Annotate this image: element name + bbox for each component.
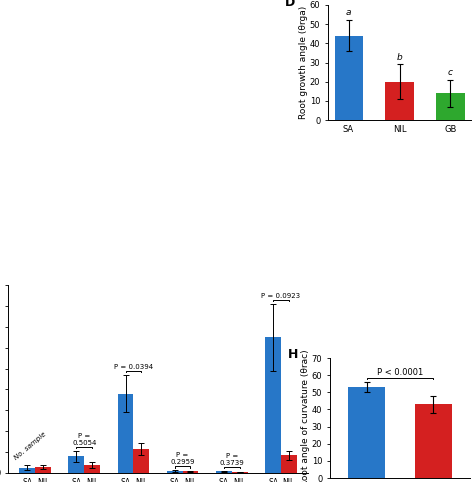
Bar xyxy=(118,394,133,473)
Bar xyxy=(19,468,35,473)
Bar xyxy=(167,471,182,473)
Y-axis label: Root growth angle (θrga): Root growth angle (θrga) xyxy=(300,6,309,119)
Bar xyxy=(84,465,100,473)
Bar xyxy=(232,472,247,473)
Text: H: H xyxy=(288,348,298,362)
Y-axis label: Root angle of curvature (θrac): Root angle of curvature (θrac) xyxy=(301,349,310,482)
Bar xyxy=(385,81,413,120)
Text: P = 0.0923: P = 0.0923 xyxy=(261,293,301,299)
Bar xyxy=(437,93,465,120)
Text: b: b xyxy=(397,53,402,62)
Bar xyxy=(265,337,281,473)
Text: P =
0.2959: P = 0.2959 xyxy=(170,453,195,466)
Text: c: c xyxy=(448,68,453,77)
Text: P = 0.0394: P = 0.0394 xyxy=(114,364,153,370)
Bar xyxy=(182,471,198,473)
Text: P =
0.3739: P = 0.3739 xyxy=(219,453,244,466)
Text: P < 0.0001: P < 0.0001 xyxy=(377,368,423,377)
Bar xyxy=(133,449,149,473)
Text: D: D xyxy=(285,0,295,9)
Text: P =
0.5054: P = 0.5054 xyxy=(72,433,96,446)
Bar xyxy=(35,467,51,473)
Text: No. sample: No. sample xyxy=(13,431,47,461)
Bar xyxy=(415,404,452,478)
Bar xyxy=(216,471,232,473)
Text: a: a xyxy=(346,9,351,17)
Bar xyxy=(281,455,297,473)
Bar xyxy=(68,456,84,473)
Bar xyxy=(348,387,385,478)
Bar xyxy=(335,36,363,120)
